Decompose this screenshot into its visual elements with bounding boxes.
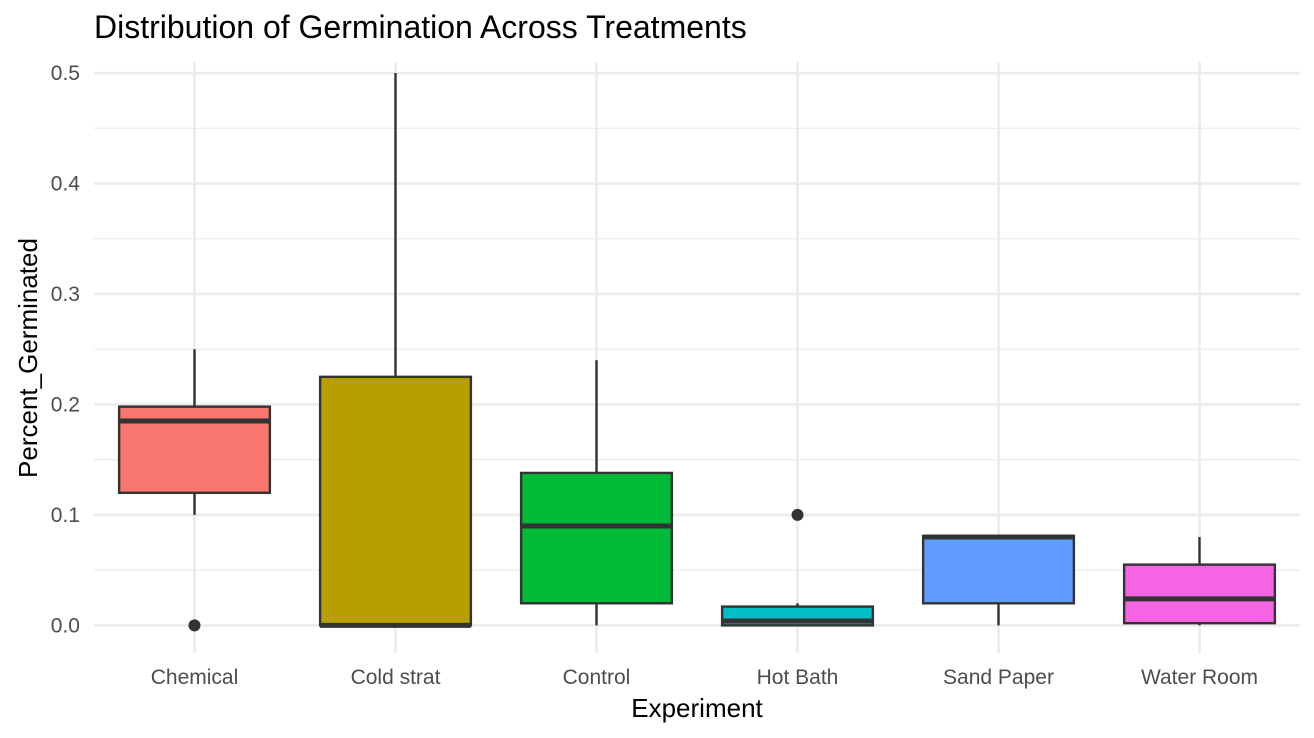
grid-lines xyxy=(94,62,1300,653)
y-tick-label: 0.5 xyxy=(51,62,80,85)
y-tick-label: 0.2 xyxy=(51,393,80,416)
y-tick-label: 0.0 xyxy=(51,614,80,637)
y-tick-label: 0.1 xyxy=(51,504,80,527)
box-group xyxy=(921,534,1076,626)
box-group xyxy=(720,508,875,627)
chart-title: Distribution of Germination Across Treat… xyxy=(94,9,747,45)
y-tick-label: 0.4 xyxy=(51,173,81,196)
box-group xyxy=(1122,537,1277,626)
box-group xyxy=(519,360,674,626)
box-group xyxy=(117,349,272,632)
box-group xyxy=(318,73,473,628)
x-tick-label: Cold strat xyxy=(351,666,441,689)
x-tick-label: Water Room xyxy=(1141,666,1258,689)
x-axis-title: Experiment xyxy=(631,693,763,723)
y-tick-label: 0.3 xyxy=(51,283,80,306)
y-axis-title: Percent_Germinated xyxy=(13,238,43,478)
x-tick-label: Sand Paper xyxy=(943,666,1054,689)
box-body xyxy=(921,534,1076,605)
x-tick-label: Hot Bath xyxy=(757,666,839,689)
box-body xyxy=(1122,563,1277,625)
outlier-point xyxy=(188,619,201,632)
x-axis-ticks: Chemical Cold strat Control Hot Bath Sand Pa… xyxy=(151,666,1258,689)
outlier-point xyxy=(791,508,804,521)
box-layer xyxy=(117,73,1277,632)
x-tick-label: Control xyxy=(563,666,631,689)
box-body xyxy=(318,375,473,627)
box-body xyxy=(519,471,674,605)
y-axis-ticks: 0.0 0.1 0.2 0.3 0.4 0.5 xyxy=(51,62,81,637)
x-tick-label: Chemical xyxy=(151,666,239,689)
